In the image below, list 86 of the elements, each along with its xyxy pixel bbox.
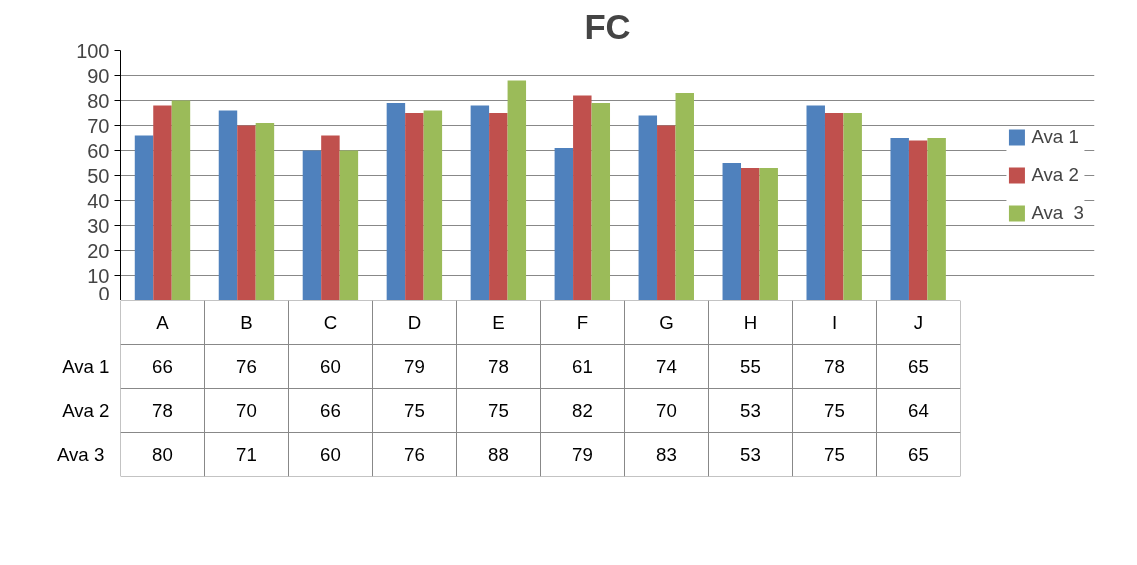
bar [386, 103, 406, 300]
data-label: 55 [740, 356, 761, 377]
bar [573, 95, 592, 300]
x-tick-label: F [576, 312, 589, 333]
legend-label: Ava 1 [1031, 126, 1079, 148]
data-label: 61 [572, 356, 593, 377]
data-label: 75 [824, 444, 845, 465]
bar [423, 110, 443, 300]
bar [302, 150, 322, 300]
bar [237, 125, 256, 300]
bar [255, 123, 275, 300]
bar [890, 138, 909, 300]
x-tick-label: I [831, 312, 838, 333]
bar [843, 113, 862, 300]
bar [218, 110, 238, 300]
y-tick-label: 80 [87, 89, 110, 112]
x-tick-label: B [240, 312, 253, 333]
bar [675, 93, 694, 300]
data-label: 70 [236, 400, 257, 421]
bar [171, 100, 191, 300]
data-label: 53 [740, 444, 761, 465]
data-label: 66 [152, 356, 173, 377]
data-label: 74 [656, 356, 677, 377]
data-label: 78 [488, 356, 509, 377]
data-label: 71 [236, 444, 257, 465]
data-label: 83 [656, 444, 677, 465]
x-tick-label: D [407, 312, 422, 333]
data-label: 60 [320, 444, 341, 465]
data-label: 75 [488, 400, 509, 421]
data-label: 76 [404, 444, 425, 465]
data-label: 66 [320, 400, 341, 421]
bar [339, 150, 359, 300]
x-tick-label: E [492, 312, 505, 333]
text: Ava 2 [62, 400, 110, 421]
text: Ava 3 [56, 444, 105, 465]
data-label: 64 [908, 400, 929, 421]
data-label: 76 [236, 356, 257, 377]
y-tick-label: 20 [87, 239, 110, 262]
y-tick-label: 50 [87, 164, 110, 187]
x-tick-label: A [156, 312, 170, 333]
x-tick-label: G [659, 312, 674, 333]
bar [759, 168, 778, 300]
data-label: 79 [572, 444, 593, 465]
chart-title: FC [584, 7, 631, 46]
data-label: 75 [404, 400, 425, 421]
legend-label: Ava 2 [1031, 164, 1079, 186]
bar [470, 105, 490, 300]
y-tick-label: 60 [87, 139, 110, 162]
bar [321, 135, 340, 300]
bar [908, 140, 928, 300]
y-tick-label: 40 [87, 189, 110, 212]
data-label: 88 [488, 444, 509, 465]
data-label: 60 [320, 356, 341, 377]
data-label: 82 [572, 400, 593, 421]
bar [507, 80, 527, 300]
bar [927, 138, 946, 300]
x-tick-label: H [743, 312, 758, 333]
data-label: 80 [152, 444, 173, 465]
data-label: 79 [404, 356, 425, 377]
y-tick-label: 90 [87, 64, 110, 87]
bar [591, 103, 611, 300]
data-label: 65 [908, 356, 929, 377]
data-label: 78 [824, 356, 845, 377]
data-label: 70 [656, 400, 677, 421]
data-label: 65 [908, 444, 929, 465]
y-tick-label: 30 [87, 214, 110, 237]
x-tick-label: J [913, 312, 924, 333]
data-label: 53 [740, 400, 761, 421]
bar [489, 113, 508, 300]
bar [554, 148, 574, 300]
bar [657, 125, 676, 300]
y-tick-label: 70 [87, 114, 110, 137]
data-label: 75 [824, 400, 845, 421]
bar [638, 115, 658, 300]
y-tick-label: 100 [76, 39, 110, 62]
bar [153, 105, 172, 300]
text: Ava 1 [62, 356, 110, 377]
data-label: 78 [152, 400, 173, 421]
bar [806, 105, 825, 300]
bar [405, 113, 424, 300]
x-tick-label: C [323, 312, 338, 333]
bar [741, 168, 760, 300]
bar [824, 113, 844, 300]
bar [134, 135, 154, 300]
legend-label: Ava 3 [1031, 202, 1084, 224]
bar [722, 163, 742, 300]
